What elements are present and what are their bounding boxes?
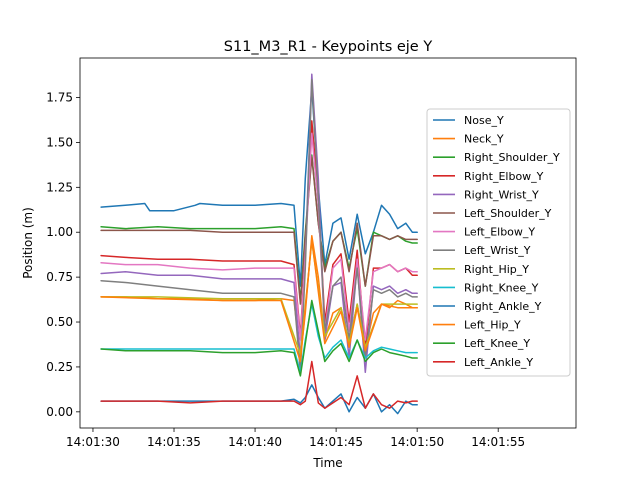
legend: Nose_Y Neck_Y Right_Shoulder_Y Right_Elbow_… — [426, 108, 571, 377]
legend-label: Right_Shoulder_Y — [464, 151, 560, 164]
plot-frame — [79, 57, 577, 429]
series-line-left-knee-y — [100, 299, 418, 377]
legend-label: Right_Elbow_Y — [464, 170, 544, 183]
x-tick-label: 14:01:50 — [390, 435, 444, 449]
legend-label: Right_Knee_Y — [464, 281, 539, 294]
chart-title: S11_M3_R1 - Keypoints eje Y — [224, 39, 433, 55]
legend-label: Left_Hip_Y — [464, 319, 521, 332]
x-tick-label: 14:01:40 — [228, 435, 282, 449]
x-tick-label: 14:01:55 — [471, 435, 525, 449]
legend-label: Neck_Y — [464, 133, 504, 146]
y-tick-label: 0.00 — [46, 405, 73, 419]
series-line-left-ankle-y — [100, 360, 418, 409]
legend-label: Right_Wrist_Y — [464, 188, 539, 201]
x-axis-label: Time — [312, 456, 342, 470]
x-tick-label: 14:01:45 — [309, 435, 363, 449]
y-tick-label: 0.50 — [46, 315, 73, 329]
legend-label: Right_Ankle_Y — [464, 300, 542, 313]
x-tick-label: 14:01:30 — [66, 435, 120, 449]
legend-label: Left_Knee_Y — [464, 337, 530, 350]
y-tick-label: 1.75 — [46, 91, 73, 105]
x-axis: 14:01:30 14:01:35 14:01:40 14:01:45 14:01:50… — [66, 428, 525, 449]
y-tick-label: 1.25 — [46, 180, 73, 194]
legend-label: Left_Elbow_Y — [464, 226, 535, 239]
series-line-left-shoulder-y — [100, 156, 418, 305]
y-axis-label: Position (m) — [21, 207, 35, 279]
series-group — [100, 73, 418, 415]
legend-label: Left_Shoulder_Y — [464, 207, 552, 220]
legend-label: Nose_Y — [464, 114, 504, 127]
legend-label: Right_Hip_Y — [464, 263, 529, 276]
y-tick-label: 1.00 — [46, 225, 73, 239]
y-axis: 0.00 0.25 0.50 0.75 1.00 1.25 1.50 1.75 — [46, 91, 80, 419]
y-tick-label: 0.75 — [46, 270, 73, 284]
legend-label: Left_Ankle_Y — [464, 356, 533, 369]
y-tick-label: 0.25 — [46, 360, 73, 374]
legend-box — [426, 108, 571, 377]
series-line-left-hip-y — [100, 238, 418, 363]
y-tick-label: 1.50 — [46, 135, 73, 149]
legend-label: Left_Wrist_Y — [464, 244, 531, 257]
x-tick-label: 14:01:35 — [147, 435, 201, 449]
